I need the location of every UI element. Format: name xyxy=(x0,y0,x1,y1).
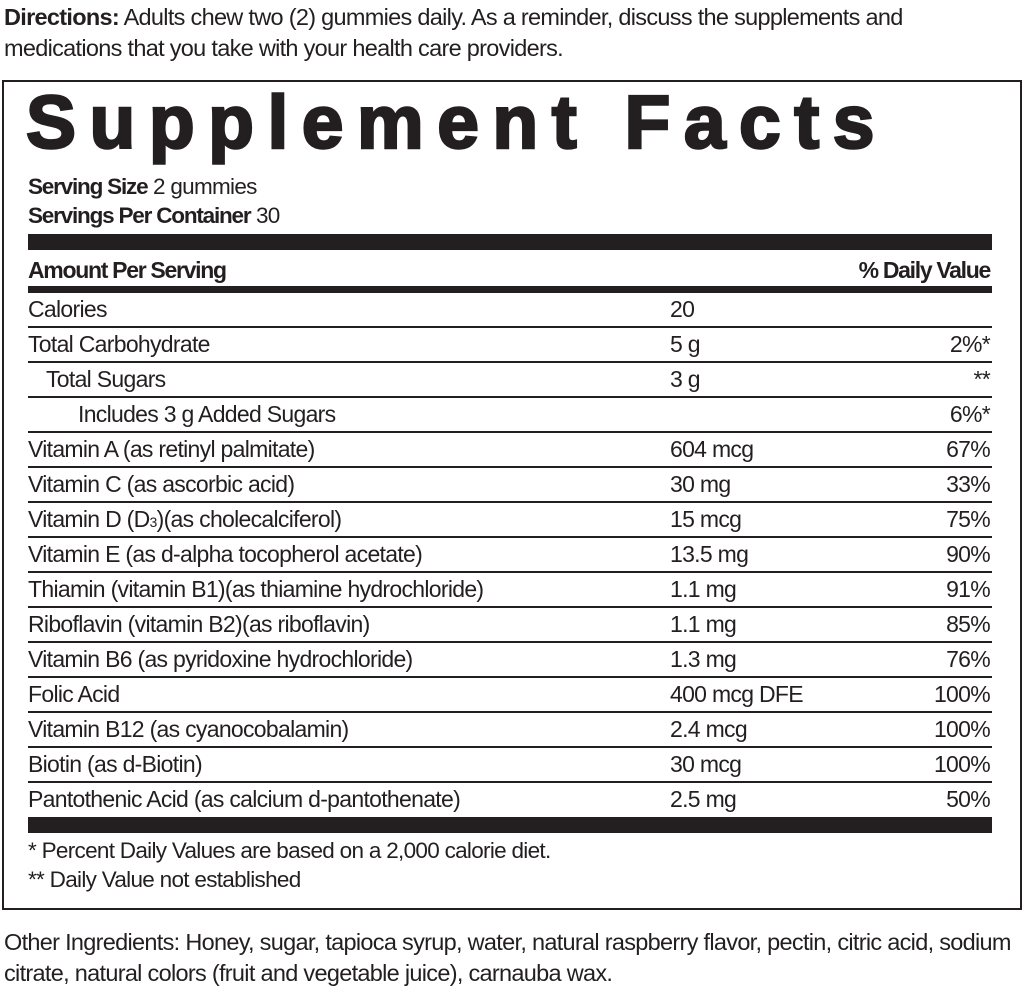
nutrient-row: Riboflavin (vitamin B2)(as riboflavin) 1.… xyxy=(28,608,992,643)
supplement-facts-panel xyxy=(2,80,1022,910)
nutrient-daily-value: 76% xyxy=(946,646,991,672)
servings-per-container-value: 30 xyxy=(250,203,280,228)
nutrient-name-text: Vitamin B6 (as pyridoxine hydrochloride) xyxy=(28,646,413,672)
nutrient-name-text: Includes 3 g Added Sugars xyxy=(78,401,336,427)
nutrient-name: Vitamin B12 (as cyanocobalamin) xyxy=(28,713,349,746)
footnote-not-established: ** Daily Value not established xyxy=(28,867,301,892)
nutrient-daily-value: 91% xyxy=(946,576,991,602)
directions-label: Directions: xyxy=(4,4,120,30)
thick-divider-bottom xyxy=(28,817,992,833)
nutrient-name-text: Vitamin A (as retinyl palmitate) xyxy=(28,436,315,462)
nutrient-name: Vitamin E (as d-alpha tocopherol acetate… xyxy=(28,538,423,571)
nutrient-daily-value: 90% xyxy=(946,541,991,567)
other-ingredients: Other Ingredients: Honey, sugar, tapioca… xyxy=(4,929,1011,986)
nutrient-name: Folic Acid xyxy=(28,678,120,711)
column-header: Amount Per Serving % Daily Value xyxy=(28,255,992,285)
nutrient-daily-value: 2%* xyxy=(949,331,991,357)
medium-divider xyxy=(28,286,992,293)
nutrient-name: Vitamin C (as ascorbic acid) xyxy=(28,468,295,501)
nutrient-row: Pantothenic Acid (as calcium d-pantothen… xyxy=(28,783,992,816)
nutrient-name: Includes 3 g Added Sugars xyxy=(78,398,336,431)
nutrient-amount: 604 mcg xyxy=(670,436,754,462)
nutrient-table: Calories 20 Total Carbohydrate 5 g 2%* Total … xyxy=(28,293,992,816)
nutrient-amount: 2.4 mcg xyxy=(670,716,748,742)
nutrient-row: Includes 3 g Added Sugars 6%* xyxy=(28,398,992,433)
directions-body: Adults chew two (2) gummies daily. As a … xyxy=(4,4,903,61)
nutrient-daily-value: 100% xyxy=(933,751,991,777)
nutrient-daily-value: 85% xyxy=(946,611,991,637)
nutrient-name: Vitamin A (as retinyl palmitate) xyxy=(28,433,315,466)
nutrient-name-text: Riboflavin (vitamin B2)(as riboflavin) xyxy=(28,611,370,637)
nutrient-row: Vitamin A (as retinyl palmitate) 604 mcg 6… xyxy=(28,433,992,468)
nutrient-amount: 5 g xyxy=(670,331,701,357)
panel-title: Supplement Facts xyxy=(25,80,888,164)
nutrient-row: Vitamin E (as d-alpha tocopherol acetate… xyxy=(28,538,992,573)
nutrient-amount: 30 mg xyxy=(670,471,731,497)
daily-value-header: % Daily Value xyxy=(858,257,992,283)
nutrient-daily-value: 100% xyxy=(933,716,991,742)
servings-per-container-label: Servings Per Container xyxy=(28,203,252,228)
footnotes: * Percent Daily Values are based on a 2,… xyxy=(28,836,551,894)
serving-size: Serving Size 2 gummies xyxy=(28,174,257,200)
nutrient-name: Total Sugars xyxy=(46,363,166,396)
nutrient-amount: 30 mcg xyxy=(670,751,742,777)
nutrient-name-text: Vitamin E (as d-alpha tocopherol acetate… xyxy=(28,541,423,567)
nutrient-name: Calories xyxy=(28,293,107,326)
nutrient-name-text: Vitamin D (D xyxy=(28,506,150,532)
thick-divider xyxy=(28,234,992,250)
nutrient-amount: 1.1 mg xyxy=(670,611,737,637)
nutrient-name: Vitamin B6 (as pyridoxine hydrochloride) xyxy=(28,643,413,676)
nutrient-row: Calories 20 xyxy=(28,293,992,328)
nutrient-amount: 400 mcg DFE xyxy=(670,681,804,707)
nutrient-name: Thiamin (vitamin B1)(as thiamine hydroch… xyxy=(28,573,484,606)
nutrient-name: Biotin (as d-Biotin) xyxy=(28,748,203,781)
nutrient-daily-value: 100% xyxy=(933,681,991,707)
nutrient-name-text: Biotin (as d-Biotin) xyxy=(28,751,203,777)
serving-size-value: 2 gummies xyxy=(147,174,257,199)
nutrient-name: Riboflavin (vitamin B2)(as riboflavin) xyxy=(28,608,370,641)
nutrient-daily-value: 75% xyxy=(946,506,991,532)
amount-per-serving-header: Amount Per Serving xyxy=(28,257,227,283)
nutrient-row: Biotin (as d-Biotin) 30 mcg 100% xyxy=(28,748,992,783)
nutrient-name-text: Vitamin B12 (as cyanocobalamin) xyxy=(28,716,349,742)
nutrient-name-text: Vitamin C (as ascorbic acid) xyxy=(28,471,295,497)
nutrient-name-subscript: 3 xyxy=(149,514,158,530)
nutrient-daily-value: ** xyxy=(973,366,990,392)
nutrient-row: Total Carbohydrate 5 g 2%* xyxy=(28,328,992,363)
nutrient-name-suffix: )(as cholecalciferol) xyxy=(156,506,342,532)
nutrient-amount: 1.1 mg xyxy=(670,576,737,602)
nutrient-name-text: Calories xyxy=(28,296,107,322)
nutrient-row: Vitamin B6 (as pyridoxine hydrochloride)… xyxy=(28,643,992,678)
nutrient-amount: 13.5 mg xyxy=(670,541,749,567)
nutrient-amount: 20 xyxy=(670,296,695,322)
nutrient-name-text: Total Carbohydrate xyxy=(28,331,210,357)
nutrient-row: Vitamin D (D3)(as cholecalciferol) 15 mcg… xyxy=(28,503,992,538)
nutrient-daily-value: 50% xyxy=(946,786,991,812)
nutrient-name: Pantothenic Acid (as calcium d-pantothen… xyxy=(28,783,461,816)
nutrient-row: Vitamin C (as ascorbic acid) 30 mg 33% xyxy=(28,468,992,503)
nutrient-amount: 2.5 mg xyxy=(670,786,737,812)
nutrient-amount: 15 mcg xyxy=(670,506,742,532)
nutrient-daily-value: 33% xyxy=(946,471,991,497)
nutrient-row: Folic Acid 400 mcg DFE 100% xyxy=(28,678,992,713)
nutrient-row: Total Sugars 3 g ** xyxy=(28,363,992,398)
nutrient-name-text: Thiamin (vitamin B1)(as thiamine hydroch… xyxy=(28,576,484,602)
nutrient-daily-value: 6%* xyxy=(949,401,991,427)
serving-size-label: Serving Size xyxy=(28,174,149,199)
nutrient-name: Total Carbohydrate xyxy=(28,328,210,361)
servings-per-container: Servings Per Container 30 xyxy=(28,203,280,229)
directions-text: Directions: Adults chew two (2) gummies … xyxy=(4,2,1024,64)
nutrient-name-text: Total Sugars xyxy=(46,366,166,392)
nutrient-name-text: Pantothenic Acid (as calcium d-pantothen… xyxy=(28,786,461,812)
nutrient-daily-value: 67% xyxy=(946,436,991,462)
nutrient-amount: 1.3 mg xyxy=(670,646,737,672)
nutrient-amount: 3 g xyxy=(670,366,701,392)
nutrient-name: Vitamin D (D3)(as cholecalciferol) xyxy=(28,503,342,539)
footnote-daily-value-basis: * Percent Daily Values are based on a 2,… xyxy=(28,838,551,863)
nutrient-row: Thiamin (vitamin B1)(as thiamine hydroch… xyxy=(28,573,992,608)
nutrient-name-text: Folic Acid xyxy=(28,681,120,707)
nutrient-row: Vitamin B12 (as cyanocobalamin) 2.4 mcg 10… xyxy=(28,713,992,748)
